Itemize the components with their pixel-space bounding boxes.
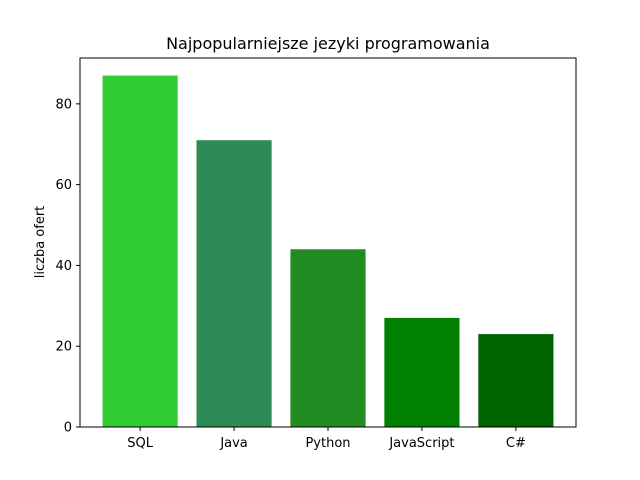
x-tick-label: C#	[506, 436, 526, 451]
bar-python	[290, 249, 366, 427]
y-tick-label: 20	[55, 340, 72, 355]
x-tick-label: SQL	[127, 436, 153, 451]
y-tick-label: 60	[55, 178, 72, 193]
x-tick-label: Python	[305, 436, 350, 451]
y-tick-label: 80	[55, 97, 72, 112]
y-axis-label: liczba ofert	[33, 206, 48, 279]
x-tick-label: Java	[219, 436, 247, 451]
y-tick-label: 0	[64, 421, 72, 436]
bar-javascript	[384, 317, 460, 427]
bar-sql	[102, 75, 178, 428]
chart-title: Najpopularniejsze jezyki programowania	[166, 34, 490, 53]
bar-c-	[478, 334, 554, 427]
bar-java	[196, 140, 272, 427]
plot-area: 0 20 40 60 80 SQL Java Python JavaScript C#	[55, 57, 577, 451]
y-tick-label: 40	[55, 259, 72, 274]
x-tick-label: JavaScript	[388, 436, 454, 451]
